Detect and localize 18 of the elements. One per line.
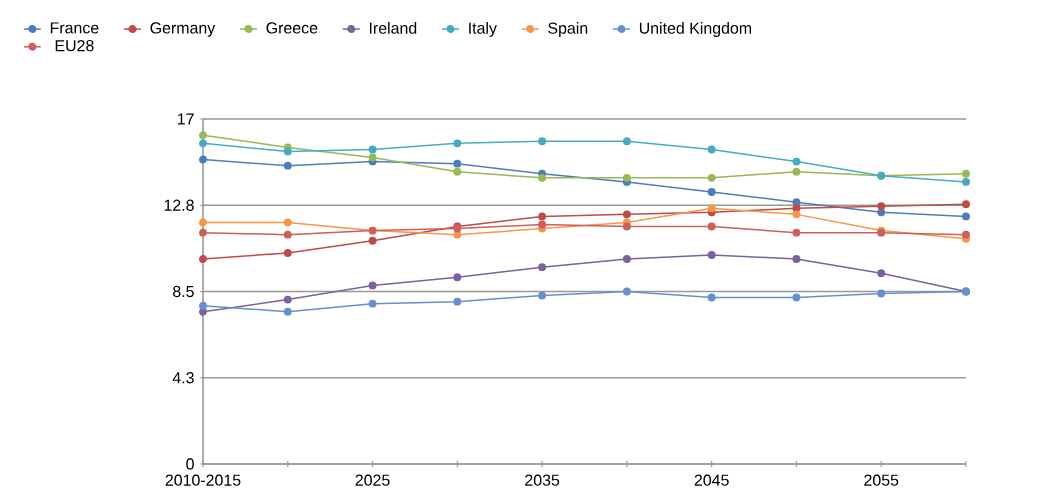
y-tick-label: 4.3 <box>172 372 194 384</box>
x-tick-label: 2055 <box>864 474 899 486</box>
legend-label: Spain <box>548 22 588 37</box>
legend-label: Greece <box>266 22 318 34</box>
legend-label: France <box>50 22 99 34</box>
y-tick-label: 12.8 <box>164 199 194 211</box>
y-tick-label: 0 <box>186 458 194 470</box>
legend-label: United Kingdom <box>639 22 752 37</box>
x-tick-label: 2010-2015 <box>165 474 241 486</box>
x-tick-label: 2045 <box>694 474 729 486</box>
legend-label: Italy <box>469 22 497 37</box>
y-tick-label: 17 <box>177 113 194 125</box>
legend-label: Ireland <box>369 22 417 34</box>
x-tick-label: 2025 <box>355 474 390 486</box>
x-tick-label: 2035 <box>525 474 560 486</box>
legend-label: Germany <box>150 22 216 37</box>
y-tick-label: 8.5 <box>173 285 194 298</box>
legend-label: EU28 <box>55 40 94 52</box>
